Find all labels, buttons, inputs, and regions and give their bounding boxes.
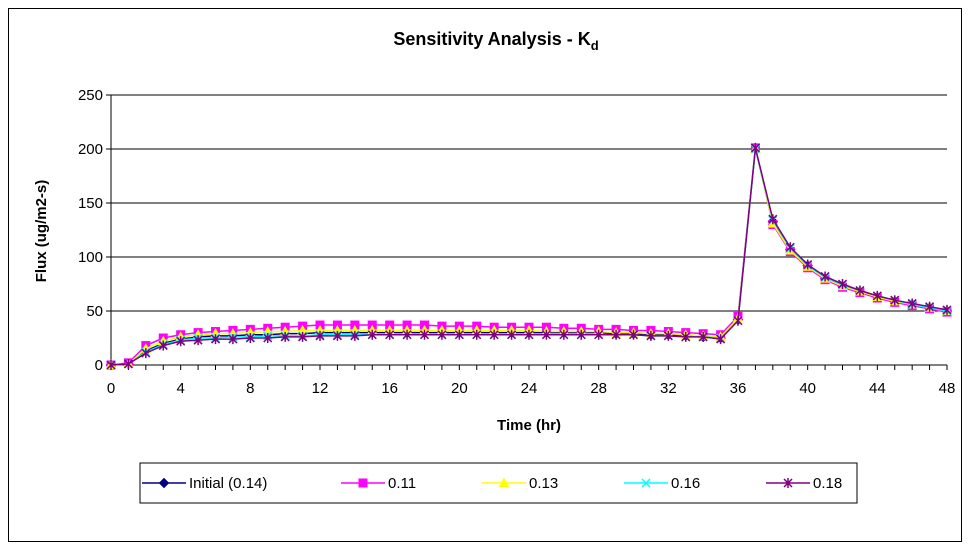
legend-marker (358, 478, 368, 488)
data-point (454, 329, 464, 340)
y-tick-label: 100 (78, 249, 103, 266)
x-tick-label: 44 (869, 380, 886, 397)
legend-item: 0.18 (766, 475, 842, 492)
x-tick-label: 12 (312, 380, 329, 397)
data-point (837, 279, 848, 289)
chart-title: Sensitivity Analysis - Kd (393, 29, 598, 53)
data-point (646, 330, 656, 341)
y-tick-label: 0 (95, 357, 103, 374)
data-point (855, 285, 865, 296)
legend-label: 0.11 (388, 475, 416, 492)
data-point (716, 334, 726, 345)
data-point (576, 329, 586, 340)
legend-label: Initial (0.14) (189, 475, 267, 492)
data-point (385, 329, 395, 340)
data-point (402, 329, 412, 340)
data-point (942, 304, 952, 315)
data-point (106, 360, 116, 370)
data-point (733, 315, 743, 326)
data-point (820, 271, 830, 282)
x-tick-label: 28 (590, 380, 607, 397)
data-point (228, 334, 238, 345)
legend-item: 0.13 (482, 475, 558, 492)
data-point (158, 340, 168, 351)
data-point (750, 142, 760, 153)
x-tick-label: 24 (521, 380, 538, 397)
data-point (193, 335, 203, 346)
data-point (489, 329, 499, 340)
x-tick-label: 48 (939, 380, 956, 397)
series-4 (106, 142, 952, 370)
data-point (332, 330, 342, 341)
data-point (141, 348, 151, 359)
legend-item: 0.11 (341, 475, 416, 492)
data-point (698, 331, 708, 342)
chart-frame (8, 8, 962, 542)
legend-marker (783, 478, 793, 488)
data-point (245, 333, 255, 343)
x-tick-label: 32 (660, 380, 677, 397)
legend-label: 0.18 (813, 475, 842, 492)
data-point (210, 334, 221, 345)
data-point (681, 331, 691, 342)
legend-item: Initial (0.14) (142, 475, 267, 492)
data-point (785, 242, 795, 253)
legend-marker (158, 477, 170, 489)
data-point (298, 331, 308, 342)
data-point (350, 330, 360, 341)
data-point (907, 298, 917, 309)
y-axis-title: Flux (ug/m2-s) (33, 180, 50, 283)
legend-label: 0.13 (529, 475, 558, 492)
data-point (280, 331, 290, 342)
x-tick-label: 8 (246, 380, 254, 397)
data-point (123, 358, 133, 369)
data-point (176, 336, 186, 347)
data-point (663, 330, 673, 341)
data-point (263, 333, 273, 343)
data-point (524, 329, 534, 340)
y-tick-label: 250 (78, 87, 103, 104)
data-point (768, 214, 778, 225)
legend-item: 0.16 (624, 475, 700, 492)
data-point (472, 329, 482, 340)
x-tick-label: 0 (107, 380, 115, 397)
data-point (890, 295, 900, 306)
x-tick-label: 40 (799, 380, 816, 397)
data-point (803, 259, 813, 270)
data-point (541, 329, 551, 340)
x-tick-label: 20 (451, 380, 468, 397)
data-point (628, 329, 639, 340)
data-point (611, 329, 621, 340)
data-point (594, 329, 604, 340)
y-tick-label: 200 (78, 141, 103, 158)
x-tick-label: 16 (381, 380, 398, 397)
x-axis-title: Time (hr) (497, 417, 561, 434)
data-point (872, 290, 882, 301)
y-tick-label: 150 (78, 195, 103, 212)
x-tick-label: 4 (176, 380, 184, 397)
data-point (925, 301, 935, 312)
data-point (437, 329, 447, 340)
legend-marker (641, 478, 651, 488)
data-point (419, 329, 430, 340)
x-tick-label: 36 (730, 380, 747, 397)
legend-label: 0.16 (671, 475, 700, 492)
data-point (559, 329, 569, 340)
legend: Initial (0.14) 0.11 0.13 0.16 0.18 (139, 462, 858, 504)
data-point (507, 329, 517, 340)
data-point (315, 330, 325, 341)
data-point (367, 329, 377, 340)
y-tick-label: 50 (86, 303, 103, 320)
legend-marker (498, 477, 510, 487)
